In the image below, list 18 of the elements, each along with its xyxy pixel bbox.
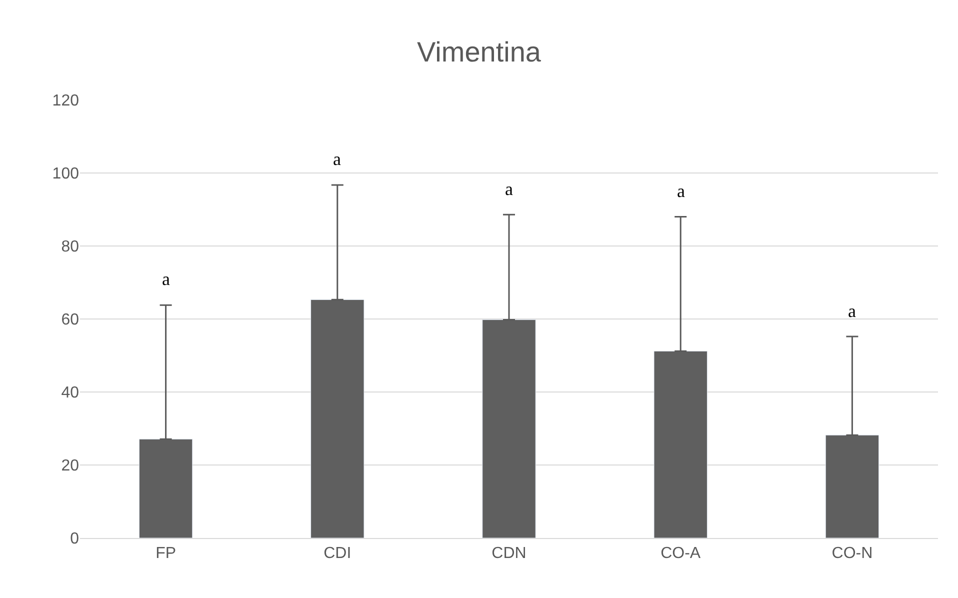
y-tick-label: 20 xyxy=(61,458,80,475)
annotation: a xyxy=(848,301,856,321)
y-tick-label: 100 xyxy=(52,166,80,183)
x-tick-label: CDI xyxy=(324,545,352,562)
y-tick-label: 60 xyxy=(61,312,80,329)
y-tick-label: 0 xyxy=(70,530,80,548)
annotation: a xyxy=(162,269,170,289)
chart-title: Vimentina xyxy=(416,36,542,68)
x-tick-label: CO-N xyxy=(832,545,873,562)
annotation: a xyxy=(333,149,341,169)
x-tick-label: FP xyxy=(156,545,176,562)
y-tick-label: 40 xyxy=(61,384,80,402)
y-tick-label: 120 xyxy=(52,92,80,110)
y-tick-label: 80 xyxy=(61,238,80,256)
x-tick-label: CO-A xyxy=(660,545,701,562)
x-tick-label: CDN xyxy=(492,545,526,562)
annotation: a xyxy=(677,181,685,201)
annotation: a xyxy=(505,179,513,199)
